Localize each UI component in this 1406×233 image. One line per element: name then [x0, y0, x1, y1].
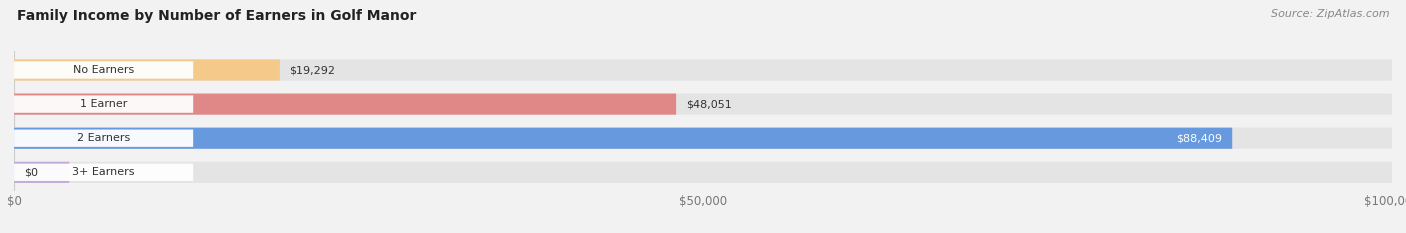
Text: 1 Earner: 1 Earner — [80, 99, 128, 109]
Text: 3+ Earners: 3+ Earners — [72, 167, 135, 177]
Text: $88,409: $88,409 — [1177, 133, 1223, 143]
Text: $19,292: $19,292 — [290, 65, 336, 75]
FancyBboxPatch shape — [14, 61, 193, 79]
Text: Family Income by Number of Earners in Golf Manor: Family Income by Number of Earners in Go… — [17, 9, 416, 23]
FancyBboxPatch shape — [14, 96, 193, 113]
Text: $0: $0 — [24, 167, 38, 177]
Text: 2 Earners: 2 Earners — [77, 133, 131, 143]
Text: No Earners: No Earners — [73, 65, 134, 75]
FancyBboxPatch shape — [14, 128, 1392, 149]
FancyBboxPatch shape — [14, 93, 676, 115]
FancyBboxPatch shape — [14, 59, 1392, 81]
FancyBboxPatch shape — [14, 59, 280, 81]
FancyBboxPatch shape — [14, 162, 1392, 183]
FancyBboxPatch shape — [14, 93, 1392, 115]
FancyBboxPatch shape — [14, 130, 193, 147]
Text: $48,051: $48,051 — [686, 99, 731, 109]
FancyBboxPatch shape — [14, 162, 69, 183]
Text: Source: ZipAtlas.com: Source: ZipAtlas.com — [1271, 9, 1389, 19]
FancyBboxPatch shape — [14, 128, 1232, 149]
FancyBboxPatch shape — [14, 164, 193, 181]
